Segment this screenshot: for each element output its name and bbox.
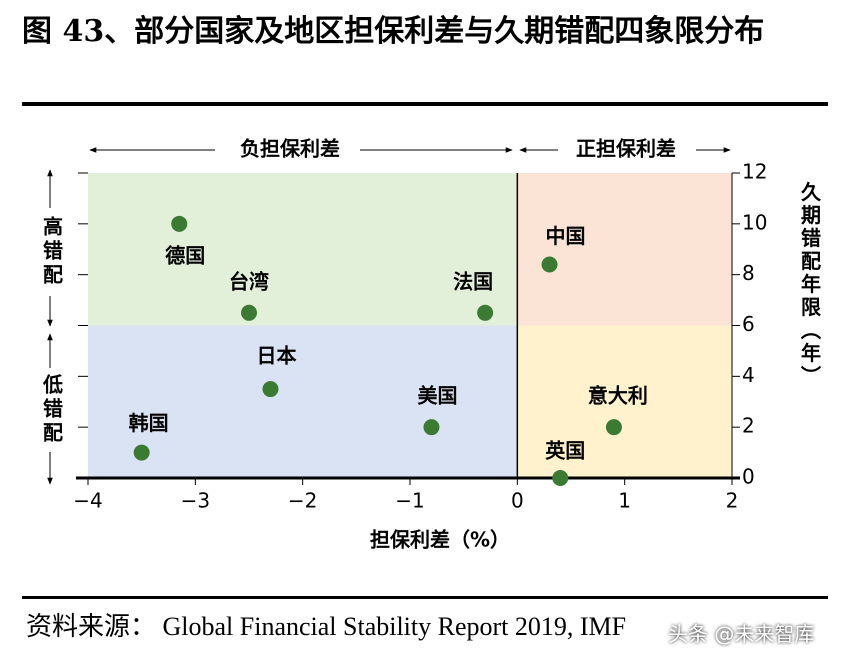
side-note: 低错配: [40, 373, 64, 446]
x-tick-label: −2: [288, 489, 317, 513]
point-label: 中国: [546, 224, 586, 248]
point-label: 德国: [165, 243, 205, 267]
rule: [22, 596, 828, 599]
point: [262, 381, 279, 398]
point-label: 法国: [453, 269, 493, 293]
x-tick-label: −4: [73, 489, 102, 513]
y-tick-label: 6: [742, 312, 755, 336]
x-axis-label: 担保利差（%）: [370, 528, 510, 552]
point-label: 日本: [256, 344, 296, 368]
watermark: 头条 @未来智库: [668, 622, 815, 646]
point-label: 韩国: [129, 411, 169, 435]
y-tick-label: 8: [742, 261, 755, 285]
x-tick-label: −3: [181, 489, 210, 513]
y-tick-label: 10: [742, 210, 767, 234]
y-tick-label: 4: [742, 363, 755, 387]
note: 正担保利差: [576, 137, 676, 161]
arrows: [47, 147, 731, 485]
point: [477, 304, 494, 321]
point: [552, 470, 569, 486]
quadrant: [88, 173, 518, 326]
y-axis-label: 久期错配年限（年）: [798, 180, 822, 388]
point: [423, 419, 440, 436]
side-note: 高错配: [40, 215, 64, 288]
point: [133, 444, 150, 461]
quadrant: [88, 325, 518, 478]
x-tick-label: 2: [726, 489, 739, 513]
note: 负担保利差: [240, 137, 340, 161]
x-tick-label: 1: [618, 489, 631, 513]
point-label: 美国: [417, 384, 457, 408]
quadrant: [517, 173, 732, 326]
point-label: 意大利: [588, 384, 648, 408]
source: 资料来源： Global Financial Stability Report …: [26, 612, 627, 641]
point: [241, 304, 257, 321]
x-tick-label: 0: [511, 489, 524, 513]
quadrant: [517, 325, 732, 478]
point: [605, 419, 622, 436]
rule: [22, 102, 828, 106]
point-label: 台湾: [229, 269, 269, 293]
quadrants: [88, 173, 732, 478]
point: [541, 256, 558, 273]
point: [171, 215, 188, 232]
title: 图 43、部分国家及地区担保利差与久期错配四象限分布: [22, 14, 765, 49]
x-tick-label: −1: [395, 489, 424, 513]
y-tick-label: 2: [742, 414, 755, 438]
y-tick-label: 12: [742, 160, 767, 184]
y-tick-label: 0: [742, 465, 755, 489]
point-label: 英国: [545, 439, 585, 463]
